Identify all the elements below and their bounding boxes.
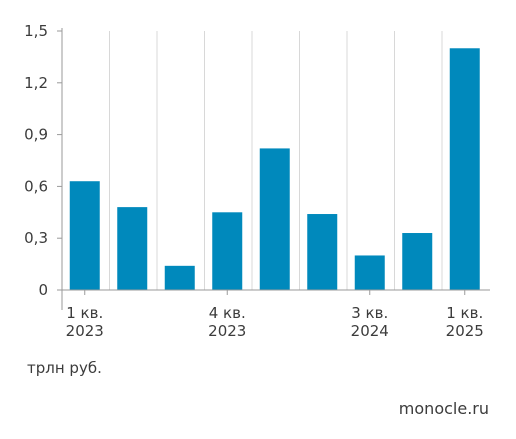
y-tick-label: 0,9 <box>24 126 48 144</box>
bar <box>69 181 100 290</box>
bar <box>164 265 195 290</box>
x-tick-label: 1 кв. <box>66 304 103 322</box>
x-tick-label: 2023 <box>208 322 246 340</box>
unit-note: трлн руб. <box>27 359 102 377</box>
x-tick-label: 2023 <box>66 322 104 340</box>
bar <box>354 255 385 290</box>
y-tick-label: 0 <box>38 281 48 299</box>
y-tick-label: 1,2 <box>24 74 48 92</box>
bar <box>449 48 480 291</box>
y-tick-label: 0,6 <box>24 177 48 195</box>
y-tick-label: 0,3 <box>24 229 48 247</box>
x-tick-label: 3 кв. <box>351 304 388 322</box>
bar <box>117 207 148 290</box>
bar <box>212 212 243 290</box>
x-tick-label: 2025 <box>446 322 484 340</box>
bar <box>307 214 338 290</box>
x-tick-label: 2024 <box>351 322 389 340</box>
bar <box>259 148 290 290</box>
y-tick-label: 1,5 <box>24 22 48 40</box>
x-tick-label: 4 кв. <box>209 304 246 322</box>
source-label: monocle.ru <box>398 399 489 418</box>
x-tick-label: 1 кв. <box>446 304 483 322</box>
bar <box>402 233 433 290</box>
